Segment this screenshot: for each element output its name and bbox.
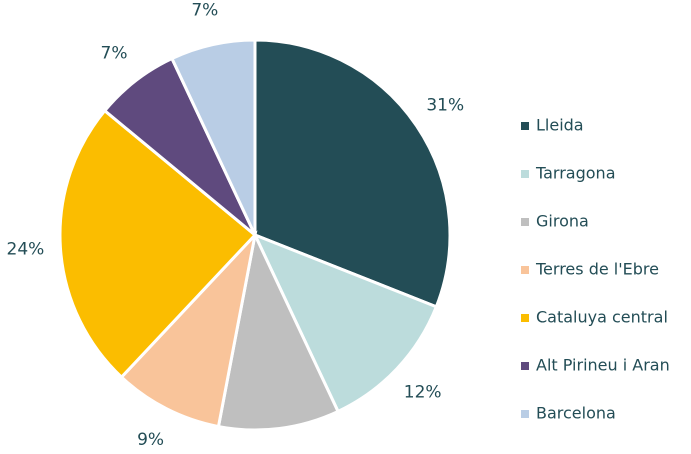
pie-slice [169, 38, 257, 236]
legend-label: Girona [536, 212, 589, 231]
data-label: 31% [426, 96, 464, 116]
data-label: 7% [191, 1, 218, 21]
data-label: 9% [137, 430, 164, 450]
legend-label: Barcelona [536, 404, 616, 423]
data-label: 12% [404, 382, 442, 402]
legend-label: Cataluya central [536, 308, 668, 327]
legend-label: Alt Pirineu i Aran [536, 356, 670, 375]
data-label: 7% [101, 43, 128, 63]
legend-label: Tarragona [535, 164, 616, 183]
legend-label: Terres de l'Ebre [535, 260, 659, 279]
legend-swatch [521, 410, 529, 418]
pie-slice [216, 230, 341, 432]
pie-slice [119, 230, 258, 429]
pie-slice [253, 38, 452, 309]
legend-label: Lleida [536, 116, 584, 135]
legend-swatch [521, 122, 529, 130]
pie-slice [58, 108, 258, 380]
legend-swatch [521, 314, 529, 322]
pie-slice [252, 232, 439, 414]
legend-swatch [521, 362, 529, 370]
legend-swatch [521, 266, 529, 274]
legend-swatch [521, 218, 529, 226]
data-label: 24% [7, 239, 45, 259]
legend-swatch [521, 170, 529, 178]
